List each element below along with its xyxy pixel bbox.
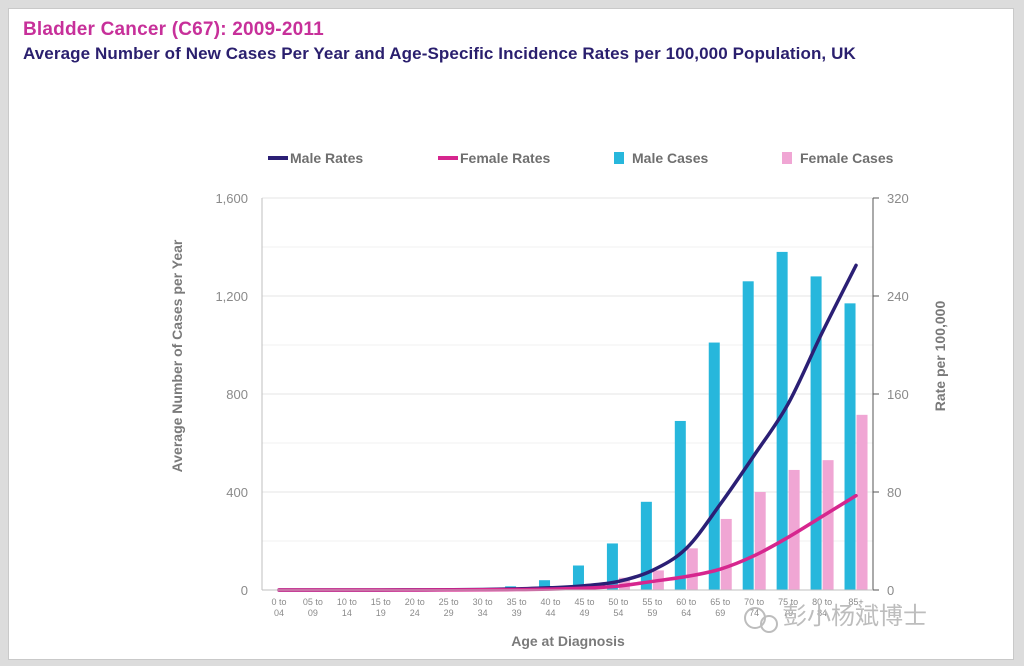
- y-tick-label: 1,600: [215, 191, 248, 206]
- x-tick-label: 69: [715, 608, 725, 618]
- x-tick-label: 34: [478, 608, 488, 618]
- x-tick-label: 64: [681, 608, 691, 618]
- legend-swatch: [782, 152, 792, 164]
- male-cases-bar: [539, 580, 551, 590]
- x-tick-label: 19: [376, 608, 386, 618]
- female-cases-bar: [686, 548, 698, 590]
- x-tick-label: 29: [444, 608, 454, 618]
- x-axis-label: Age at Diagnosis: [511, 633, 625, 649]
- legend-swatch: [614, 152, 624, 164]
- wechat-icon-bubble: [760, 615, 778, 633]
- x-tick-label: 49: [579, 608, 589, 618]
- x-tick-label: 35 to: [507, 597, 527, 607]
- x-tick-label: 05 to: [303, 597, 323, 607]
- y2-tick-label: 160: [887, 387, 909, 402]
- y-axis-label: Average Number of Cases per Year: [169, 239, 185, 472]
- male-cases-bar: [572, 565, 584, 590]
- female-cases-bar: [754, 492, 766, 590]
- chart-subtitle: Average Number of New Cases Per Year and…: [23, 44, 856, 63]
- female-cases-bar: [856, 414, 868, 590]
- legend: Male Rates Female Rates Male Cases Female C…: [268, 150, 894, 166]
- female-cases-bar: [720, 518, 732, 590]
- x-tick-label: 09: [308, 608, 318, 618]
- x-tick-label: 85+: [848, 597, 863, 607]
- legend-label: Female Rates: [460, 150, 550, 166]
- female-rates-line: [277, 493, 858, 592]
- x-tick-label: 20 to: [405, 597, 425, 607]
- y2-tick-label: 240: [887, 289, 909, 304]
- male-cases-bar: [640, 501, 652, 590]
- grid-lines: [262, 197, 873, 591]
- y-tick-label: 0: [241, 583, 248, 598]
- x-tick-label: 65 to: [710, 597, 730, 607]
- legend-label: Female Cases: [800, 150, 894, 166]
- chart-title: Bladder Cancer (C67): 2009-2011: [23, 19, 324, 40]
- x-tick-label: 60 to: [676, 597, 696, 607]
- x-tick-label: 55 to: [642, 597, 662, 607]
- y2-axis-label: Rate per 100,000: [932, 301, 948, 412]
- female-cases-bar: [822, 460, 834, 590]
- bar-series: [369, 251, 868, 591]
- male-cases-bar: [674, 420, 686, 590]
- x-tick-label: 04: [274, 608, 284, 618]
- x-tick-label: 74: [749, 608, 759, 618]
- x-tick-label: 50 to: [608, 597, 628, 607]
- y-tick-label: 400: [226, 485, 248, 500]
- x-tick-label: 15 to: [371, 597, 391, 607]
- x-tick-label: 80 to: [812, 597, 832, 607]
- watermark: 彭小杨斌博士: [744, 602, 927, 633]
- male-cases-bar: [606, 543, 618, 590]
- x-tick-label: 44: [546, 608, 556, 618]
- x-tick-label: 45 to: [574, 597, 594, 607]
- y2-tick-label: 320: [887, 191, 909, 206]
- x-tick-label: 24: [410, 608, 420, 618]
- legend-label: Male Cases: [632, 150, 708, 166]
- y2-tick-label: 0: [887, 583, 894, 598]
- x-tick-label: 75 to: [778, 597, 798, 607]
- x-tick-label: 25 to: [439, 597, 459, 607]
- male-cases-bar: [708, 342, 720, 590]
- male-cases-bar: [810, 276, 822, 590]
- x-tick-label: 40 to: [541, 597, 561, 607]
- x-tick-label: 14: [342, 608, 352, 618]
- y2-tick-label: 80: [887, 485, 901, 500]
- y-tick-label: 1,200: [215, 289, 248, 304]
- legend-label: Male Rates: [290, 150, 363, 166]
- female-cases-bar: [788, 469, 800, 590]
- x-tick-label: 70 to: [744, 597, 764, 607]
- x-tick-label: 54: [613, 608, 623, 618]
- x-tick-label: 79: [783, 608, 793, 618]
- male-cases-bar: [742, 281, 754, 590]
- y-tick-label: 800: [226, 387, 248, 402]
- male-cases-bar: [844, 303, 856, 590]
- x-tick-label: 30 to: [473, 597, 493, 607]
- x-tick-label: 10 to: [337, 597, 357, 607]
- x-tick-label: 39: [512, 608, 522, 618]
- x-tick-label: 0 to: [271, 597, 286, 607]
- x-tick-label: 84: [817, 608, 827, 618]
- x-tick-label: 59: [647, 608, 657, 618]
- watermark-text: 彭小杨斌博士: [783, 602, 927, 630]
- male-cases-bar: [776, 251, 788, 590]
